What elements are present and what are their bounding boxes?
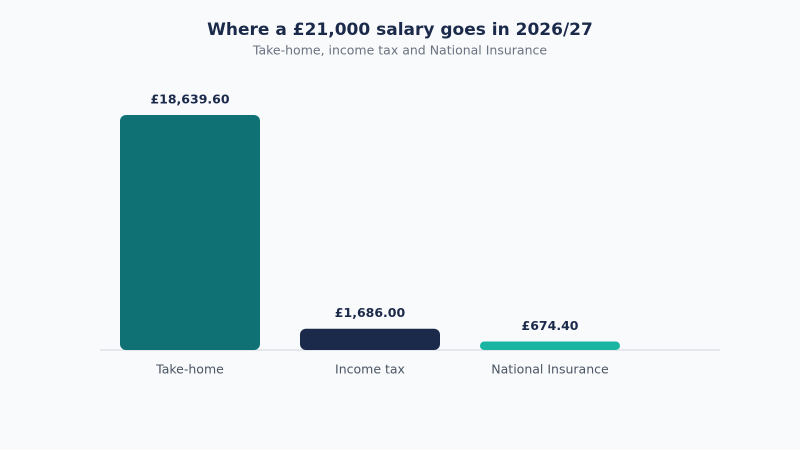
bar xyxy=(120,115,260,350)
chart-subtitle: Take-home, income tax and National Insur… xyxy=(252,43,547,58)
value-label: £674.40 xyxy=(522,318,579,333)
value-label: £18,639.60 xyxy=(150,92,229,107)
bar xyxy=(300,328,440,350)
bar xyxy=(480,341,620,350)
chart-title: Where a £21,000 salary goes in 2026/27 xyxy=(207,20,593,40)
value-label: £1,686.00 xyxy=(335,305,406,320)
x-tick-label: Take-home xyxy=(155,362,224,377)
x-tick-label: National Insurance xyxy=(491,362,609,377)
x-tick-label: Income tax xyxy=(335,362,405,377)
